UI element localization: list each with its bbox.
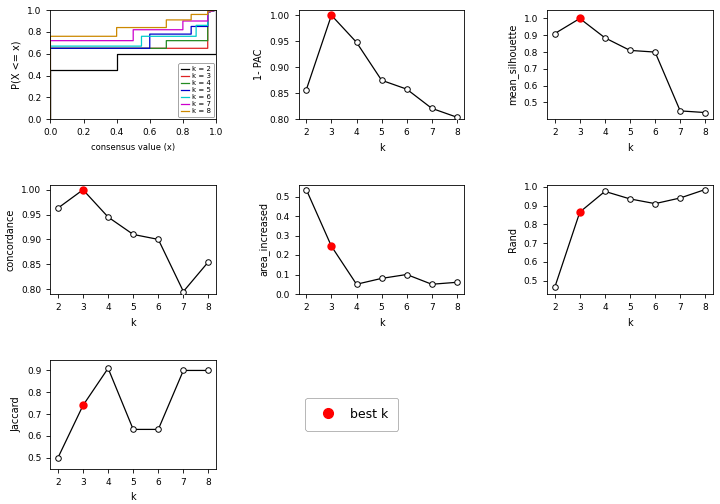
Y-axis label: area_increased: area_increased xyxy=(259,203,270,276)
k = 6 xyxy=(192,33,200,39)
k = 7 xyxy=(204,18,212,24)
k = 3 xyxy=(212,7,220,13)
Y-axis label: 1- PAC: 1- PAC xyxy=(254,49,264,80)
k = 6 xyxy=(46,43,55,49)
k = 5 xyxy=(187,23,196,29)
k = 3 xyxy=(46,116,55,122)
k = 4 xyxy=(204,9,212,15)
k = 4 xyxy=(46,45,55,51)
k = 5 xyxy=(145,31,154,37)
X-axis label: k: k xyxy=(130,318,136,328)
k = 4 xyxy=(204,38,212,44)
X-axis label: consensus value (x): consensus value (x) xyxy=(91,143,175,152)
k = 8 xyxy=(204,12,212,18)
k = 3 xyxy=(46,45,55,51)
Y-axis label: mean_silhouette: mean_silhouette xyxy=(508,24,518,105)
k = 7 xyxy=(129,38,138,44)
k = 3 xyxy=(204,45,212,51)
k = 7 xyxy=(129,27,138,33)
k = 5 xyxy=(46,45,55,51)
k = 2 xyxy=(212,7,220,13)
k = 8 xyxy=(112,33,121,39)
X-axis label: k: k xyxy=(627,318,633,328)
Legend: k = 2, k = 3, k = 4, k = 5, k = 6, k = 7, k = 8: k = 2, k = 3, k = 4, k = 5, k = 6, k = 7… xyxy=(179,64,214,117)
k = 5 xyxy=(187,31,196,37)
k = 5 xyxy=(145,45,154,51)
Line: k = 8: k = 8 xyxy=(50,10,216,119)
Line: k = 2: k = 2 xyxy=(50,10,216,119)
Line: k = 6: k = 6 xyxy=(50,10,216,119)
k = 2 xyxy=(46,67,55,73)
Line: k = 5: k = 5 xyxy=(50,10,216,119)
k = 6 xyxy=(138,43,146,49)
k = 6 xyxy=(204,22,212,28)
k = 8 xyxy=(46,116,55,122)
k = 4 xyxy=(46,116,55,122)
Y-axis label: P(X <= x): P(X <= x) xyxy=(12,40,22,89)
k = 6 xyxy=(204,9,212,15)
k = 2 xyxy=(112,67,121,73)
k = 4 xyxy=(162,38,171,44)
k = 6 xyxy=(46,116,55,122)
k = 8 xyxy=(204,8,212,14)
k = 2 xyxy=(212,51,220,57)
k = 7 xyxy=(46,116,55,122)
k = 5 xyxy=(204,23,212,29)
k = 5 xyxy=(204,9,212,15)
k = 8 xyxy=(162,17,171,23)
X-axis label: k: k xyxy=(379,143,384,153)
X-axis label: k: k xyxy=(379,318,384,328)
k = 8 xyxy=(212,7,220,13)
k = 8 xyxy=(187,17,196,23)
X-axis label: k: k xyxy=(130,492,136,502)
Y-axis label: concordance: concordance xyxy=(6,208,16,271)
k = 7 xyxy=(46,38,55,44)
Y-axis label: Rand: Rand xyxy=(508,227,518,252)
k = 8 xyxy=(112,25,121,31)
k = 6 xyxy=(192,22,200,28)
Line: k = 3: k = 3 xyxy=(50,10,216,119)
k = 7 xyxy=(179,27,187,33)
Line: k = 4: k = 4 xyxy=(50,10,216,119)
k = 5 xyxy=(212,7,220,13)
k = 8 xyxy=(162,25,171,31)
k = 4 xyxy=(212,7,220,13)
k = 5 xyxy=(46,116,55,122)
k = 7 xyxy=(212,7,220,13)
X-axis label: k: k xyxy=(627,143,633,153)
Legend: best k: best k xyxy=(305,398,398,430)
k = 7 xyxy=(179,18,187,24)
k = 2 xyxy=(46,116,55,122)
k = 4 xyxy=(162,45,171,51)
k = 2 xyxy=(112,51,121,57)
k = 7 xyxy=(204,9,212,15)
Line: k = 7: k = 7 xyxy=(50,10,216,119)
Y-axis label: Jaccard: Jaccard xyxy=(12,396,22,432)
k = 8 xyxy=(46,33,55,39)
k = 8 xyxy=(187,12,196,18)
k = 6 xyxy=(212,7,220,13)
k = 3 xyxy=(204,9,212,15)
k = 6 xyxy=(138,33,146,39)
